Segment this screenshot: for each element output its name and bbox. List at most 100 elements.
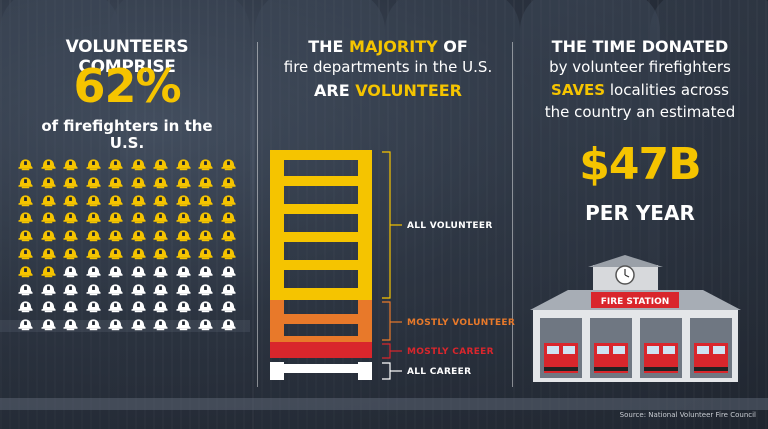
ladder-rung — [270, 314, 372, 324]
garage-bay — [640, 318, 682, 378]
helmet-icon — [108, 301, 123, 313]
helmet-icon — [175, 212, 191, 224]
helmet-icon — [40, 159, 56, 171]
helmet-icon — [18, 283, 33, 295]
majority-line-3: ARE VOLUNTEER — [268, 81, 508, 100]
helmet-icon — [130, 159, 146, 171]
helmet-icon — [85, 212, 101, 224]
helmet-icon — [130, 230, 146, 242]
ladder-rung — [270, 336, 372, 342]
helmet-icon — [175, 266, 191, 278]
ladder-rung — [270, 260, 372, 270]
helmet-icon — [153, 230, 168, 242]
garage-bay — [540, 318, 582, 378]
helmet-icon — [18, 177, 33, 189]
helmet-icon — [18, 159, 33, 171]
helmet-icon — [40, 212, 56, 224]
helmet-icon — [175, 177, 191, 189]
helmet-icon — [220, 266, 236, 278]
saves-suffix: localities across — [605, 81, 729, 99]
helmet-icon — [108, 177, 123, 189]
helmet-icon — [153, 266, 168, 278]
volunteers-title: VOLUNTEERS COMPRISE — [65, 37, 189, 77]
helmet-icon — [63, 194, 78, 206]
garage-bay — [690, 318, 732, 378]
helmet-icon — [175, 283, 191, 295]
helmet-icon — [108, 194, 123, 206]
helmet-icon — [220, 230, 236, 242]
volunteer-highlight: VOLUNTEER — [355, 81, 462, 100]
helmet-icon — [175, 319, 191, 331]
helmet-icon — [220, 319, 236, 331]
helmet-icon — [175, 301, 191, 313]
helmet-icon — [40, 283, 56, 295]
station-sign — [591, 292, 679, 308]
helmet-icon — [108, 212, 123, 224]
helmet-icon — [175, 248, 191, 260]
helmet-icon — [18, 194, 33, 206]
time-donated-line-1: THE TIME DONATED — [551, 37, 729, 56]
ladder-graphic — [270, 150, 372, 380]
helmet-icon — [220, 212, 236, 224]
helmet-icon — [108, 230, 123, 242]
fire-station-icon: FIRE STATION — [530, 255, 741, 382]
helmet-icon — [108, 266, 123, 278]
helmet-icon — [63, 248, 78, 260]
source-note: Source: National Volunteer Fire Council — [619, 411, 756, 419]
helmet-icon — [85, 319, 101, 331]
helmet-icon — [130, 194, 146, 206]
label-mostly-career: MOSTLY CAREER — [407, 347, 494, 357]
ladder-rail-all-volunteer — [270, 150, 284, 300]
helmet-icon — [220, 159, 236, 171]
ladder-brackets — [382, 151, 402, 380]
helmet-icon — [18, 212, 33, 224]
reflective-stripe — [0, 398, 768, 410]
helmet-icon — [63, 319, 78, 331]
ladder-rung — [270, 150, 372, 160]
helmet-icon — [130, 177, 146, 189]
helmet-icon — [153, 159, 168, 171]
helmet-icon — [40, 248, 56, 260]
savings-period: PER YEAR — [585, 201, 695, 225]
helmet-icon — [198, 159, 213, 171]
helmet-icon — [40, 230, 56, 242]
helmet-icon — [63, 301, 78, 313]
helmet-icon — [85, 248, 101, 260]
savings-amount: $47B — [579, 139, 701, 190]
majority-highlight: MAJORITY — [349, 37, 438, 56]
helmet-icon — [18, 248, 33, 260]
column-divider — [257, 42, 258, 387]
majority-line-1: THE MAJORITY OF — [268, 37, 508, 56]
helmet-icon — [198, 248, 213, 260]
helmet-icon — [130, 212, 146, 224]
helmet-icon — [40, 177, 56, 189]
helmet-icon — [63, 177, 78, 189]
helmet-icon — [153, 177, 168, 189]
helmet-icon — [198, 319, 213, 331]
volunteer-percent: 62% — [73, 59, 181, 113]
helmet-icon — [85, 194, 101, 206]
time-donated-line-3: SAVES localities across — [520, 81, 760, 99]
helmet-icon — [18, 230, 33, 242]
helmet-icon — [130, 301, 146, 313]
helmet-icon — [153, 194, 168, 206]
garage-bay — [590, 318, 632, 378]
majority-line-2: fire departments in the U.S. — [283, 58, 493, 76]
helmet-icon — [175, 194, 191, 206]
helmet-icon — [85, 177, 101, 189]
helmet-icon — [198, 283, 213, 295]
helmet-icon — [130, 283, 146, 295]
helmet-icon — [153, 301, 168, 313]
helmet-icon — [18, 266, 33, 278]
helmet-icon — [220, 194, 236, 206]
helmet-icon — [220, 283, 236, 295]
helmet-icon — [175, 230, 191, 242]
helmet-icon — [220, 177, 236, 189]
majority-suffix: OF — [437, 37, 468, 56]
volunteers-subtitle: of firefighters in the U.S. — [41, 117, 213, 153]
helmet-icon — [220, 248, 236, 260]
ladder-rung — [270, 288, 372, 300]
helmet-icon — [40, 194, 56, 206]
helmet-icon — [175, 159, 191, 171]
